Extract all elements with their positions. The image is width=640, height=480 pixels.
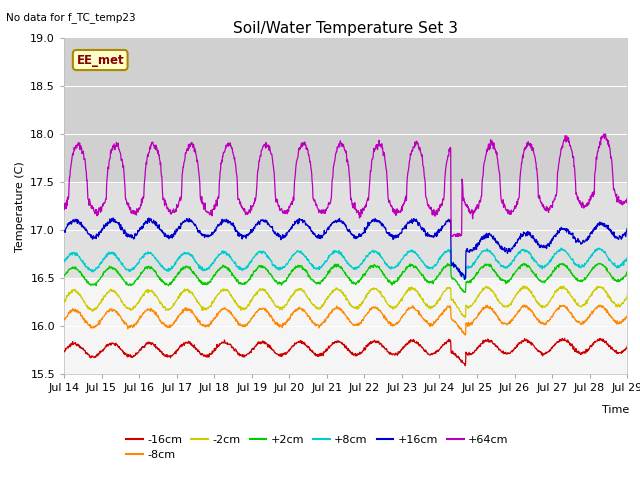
+2cm <box>186 264 193 270</box>
Line: +8cm: +8cm <box>64 248 627 279</box>
Line: -2cm: -2cm <box>64 286 627 317</box>
+8cm <box>557 246 564 252</box>
+64cm <box>557 150 564 156</box>
+8cm <box>248 256 256 262</box>
+64cm <box>433 212 441 217</box>
+8cm <box>172 261 179 267</box>
-16cm <box>248 347 256 352</box>
Line: +16cm: +16cm <box>64 218 627 279</box>
+16cm <box>249 226 257 232</box>
+64cm <box>60 204 68 210</box>
Bar <box>64 182 627 278</box>
+8cm <box>507 261 515 267</box>
-8cm <box>60 317 68 323</box>
Line: -8cm: -8cm <box>64 305 627 335</box>
-16cm <box>172 350 179 356</box>
+16cm <box>172 230 180 236</box>
Text: EE_met: EE_met <box>76 53 124 67</box>
+8cm <box>433 260 441 266</box>
-8cm <box>248 315 256 321</box>
+16cm <box>623 226 631 231</box>
-16cm <box>561 336 568 341</box>
+8cm <box>60 258 68 264</box>
X-axis label: Time: Time <box>602 405 630 415</box>
+8cm <box>595 245 602 251</box>
+8cm <box>461 276 469 282</box>
+2cm <box>557 261 565 267</box>
+2cm <box>520 261 527 266</box>
+16cm <box>186 218 193 224</box>
-8cm <box>596 302 604 308</box>
-16cm <box>623 344 631 349</box>
+64cm <box>172 208 179 214</box>
-8cm <box>461 332 468 338</box>
+16cm <box>557 226 565 232</box>
Bar <box>64 38 627 182</box>
-8cm <box>172 318 179 324</box>
-2cm <box>433 299 441 304</box>
+16cm <box>461 276 468 282</box>
Legend: -16cm, -8cm, -2cm, +2cm, +8cm, +16cm, +64cm: -16cm, -8cm, -2cm, +2cm, +8cm, +16cm, +6… <box>122 431 513 465</box>
-16cm <box>433 348 441 354</box>
+64cm <box>248 204 256 209</box>
+2cm <box>433 273 441 279</box>
-16cm <box>186 340 193 346</box>
Title: Soil/Water Temperature Set 3: Soil/Water Temperature Set 3 <box>233 21 458 36</box>
-16cm <box>60 349 68 355</box>
-2cm <box>557 286 565 291</box>
Text: No data for f_TC_temp23: No data for f_TC_temp23 <box>6 12 136 23</box>
+64cm <box>452 234 460 240</box>
+2cm <box>623 269 631 275</box>
-2cm <box>248 297 256 303</box>
-16cm <box>557 337 564 343</box>
+64cm <box>623 195 631 201</box>
+64cm <box>600 131 608 137</box>
-2cm <box>461 314 469 320</box>
Y-axis label: Temperature (C): Temperature (C) <box>15 161 25 252</box>
-16cm <box>461 363 469 369</box>
Line: -16cm: -16cm <box>64 338 627 366</box>
+16cm <box>508 245 515 251</box>
+8cm <box>623 255 631 261</box>
+2cm <box>172 275 179 280</box>
-8cm <box>557 303 564 309</box>
+16cm <box>433 233 441 239</box>
+2cm <box>461 289 469 295</box>
+64cm <box>507 211 515 217</box>
-2cm <box>172 300 179 305</box>
+8cm <box>186 252 193 258</box>
Line: +64cm: +64cm <box>64 134 627 237</box>
-8cm <box>433 317 441 323</box>
-16cm <box>507 349 515 355</box>
+2cm <box>60 273 68 279</box>
Line: +2cm: +2cm <box>64 264 627 292</box>
-8cm <box>186 306 193 312</box>
-8cm <box>623 313 631 319</box>
-2cm <box>186 289 193 295</box>
+64cm <box>186 145 193 151</box>
+16cm <box>60 228 68 234</box>
-2cm <box>623 293 631 299</box>
+2cm <box>507 276 515 282</box>
-8cm <box>507 319 515 324</box>
+2cm <box>248 272 256 277</box>
-2cm <box>60 300 68 305</box>
+16cm <box>145 215 153 221</box>
-2cm <box>507 302 515 308</box>
-2cm <box>519 283 527 289</box>
